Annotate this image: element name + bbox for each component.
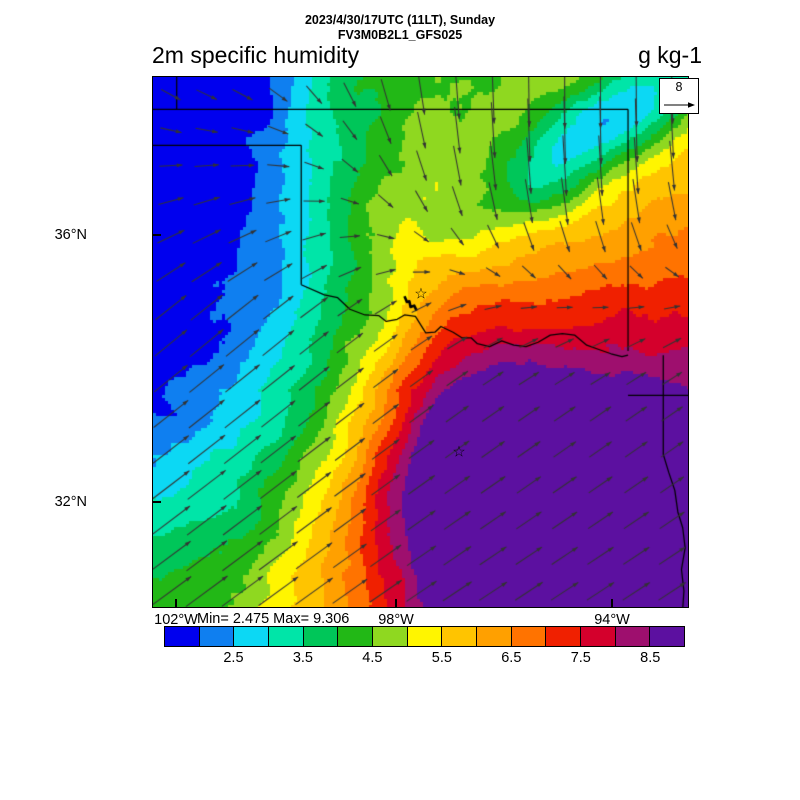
y-axis-tick-mark-1 xyxy=(152,501,161,503)
colorbar[interactable] xyxy=(164,626,685,647)
x-axis-tick-mark-1 xyxy=(395,599,397,608)
y-axis-tick-label-0: 36°N xyxy=(54,227,87,243)
right-arrow-icon xyxy=(664,102,695,108)
colorbar-cell-8[interactable] xyxy=(442,627,478,646)
colorbar-tick-label-0: 2.5 xyxy=(223,650,244,666)
x-axis-tick-mark-0 xyxy=(175,599,177,608)
reference-vector-value: 8 xyxy=(675,80,683,94)
colorbar-tick-label-5: 7.5 xyxy=(570,650,591,666)
colorbar-tick-label-6: 8.5 xyxy=(640,650,661,666)
colorbar-cell-14[interactable] xyxy=(650,627,685,646)
colorbar-cell-10[interactable] xyxy=(511,627,547,646)
units-label: g kg-1 xyxy=(638,42,702,68)
colorbar-cell-0[interactable] xyxy=(165,627,200,646)
map-plot-area[interactable] xyxy=(152,76,689,608)
figure-timestamp-title: 2023/4/30/17UTC (11LT), Sunday xyxy=(304,13,496,27)
field-name-label: 2m specific humidity xyxy=(152,42,360,68)
x-axis-tick-mark-2 xyxy=(611,599,613,608)
colorbar-cell-7[interactable] xyxy=(407,627,443,646)
reference-vector-legend: 8 xyxy=(659,78,699,114)
colorbar-cell-2[interactable] xyxy=(234,627,270,646)
colorbar-cell-6[interactable] xyxy=(373,627,408,646)
colorbar-cell-3[interactable] xyxy=(269,627,304,646)
colorbar-cell-11[interactable] xyxy=(546,627,582,646)
colorbar-cell-1[interactable] xyxy=(199,627,235,646)
x-axis-tick-label-1: 98°W xyxy=(378,612,414,628)
min-max-statistics: Min= 2.475 Max= 9.306 xyxy=(197,611,350,627)
colorbar-cell-4[interactable] xyxy=(303,627,339,646)
colorbar-tick-label-4: 6.5 xyxy=(501,650,522,666)
wind-vectors-canvas xyxy=(153,77,688,607)
x-axis-tick-label-2: 94°W xyxy=(594,612,630,628)
colorbar-cells[interactable] xyxy=(164,626,685,647)
colorbar-tick-label-1: 3.5 xyxy=(292,650,314,666)
colorbar-cell-9[interactable] xyxy=(477,627,512,646)
figure-model-title: FV3M0B2L1_GFS025 xyxy=(337,28,463,42)
colorbar-cell-12[interactable] xyxy=(581,627,616,646)
colorbar-cell-5[interactable] xyxy=(338,627,374,646)
colorbar-tick-label-2: 4.5 xyxy=(362,650,383,666)
colorbar-tick-label-3: 5.5 xyxy=(431,650,452,666)
y-axis-tick-mark-0 xyxy=(152,234,161,236)
x-axis-tick-label-0: 102°W xyxy=(154,612,198,628)
y-axis-tick-label-1: 32°N xyxy=(54,494,87,510)
colorbar-cell-13[interactable] xyxy=(615,627,651,646)
